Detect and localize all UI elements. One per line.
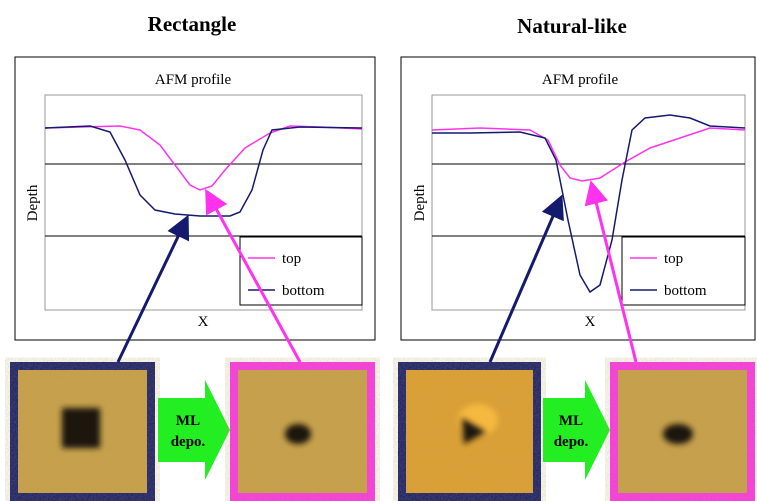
pointer-arrow [488,194,564,363]
plot-title: AFM profile [155,72,232,88]
legend-label: bottom [282,283,325,299]
x-label: X [198,314,209,330]
pit [663,424,693,444]
arrow-label: depo. [171,434,206,450]
process-arrow [543,380,610,480]
arrow-label: ML [559,413,583,429]
legend-label: bottom [664,283,707,299]
pit [62,408,100,448]
arrow-label: depo. [554,434,589,450]
legend-label: top [282,251,301,267]
process-arrow [158,380,230,480]
pointer-arrow [205,188,302,363]
pointer-arrow [116,214,190,363]
arrow-label: ML [176,413,200,429]
legend [239,236,363,306]
plot-title: AFM profile [542,72,619,88]
bottom-profile [44,125,363,217]
pointer-arrow [584,180,638,363]
legend [621,236,746,306]
panel-title: Natural-like [517,14,627,38]
legend-label: top [664,251,683,267]
pit [462,418,486,444]
pit [285,424,311,444]
y-label: Depth [25,184,41,221]
bottom-profile [432,114,746,294]
x-label: X [585,314,596,330]
panel-title: Rectangle [148,12,237,36]
top-profile [431,127,746,182]
y-label: Depth [412,184,428,221]
